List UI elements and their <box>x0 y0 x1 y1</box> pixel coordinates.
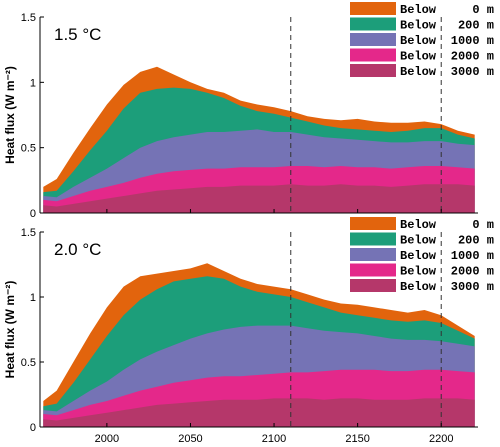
legend-swatch <box>350 33 396 46</box>
legend-swatch <box>350 64 396 77</box>
legend-label: Below <box>400 218 437 232</box>
legend-swatch <box>350 248 396 261</box>
area-below-3000-m <box>43 398 475 427</box>
legend-swatch <box>350 48 396 62</box>
legend-depth: 1000 m <box>451 249 494 263</box>
legend-label: Below <box>400 50 437 64</box>
panel-label: 2.0 °C <box>54 240 101 259</box>
legend-swatch <box>350 279 396 292</box>
y-tick-label: 1.5 <box>21 227 36 239</box>
legend-depth: 1000 m <box>451 34 494 48</box>
y-tick-label: 0 <box>30 208 36 220</box>
y-axis-label: Heat flux (W m⁻²) <box>3 281 17 379</box>
legend-swatch <box>350 232 396 246</box>
y-tick-label: 0.5 <box>21 143 36 155</box>
legend-label: Below <box>400 3 437 17</box>
legend-depth: 2000 m <box>451 50 494 64</box>
y-axis-label: Heat flux (W m⁻²) <box>3 66 17 164</box>
y-tick-label: 1.5 <box>21 12 36 24</box>
area-below-3000-m <box>43 184 475 213</box>
x-tick-label: 2150 <box>345 433 369 445</box>
panel-label: 1.5 °C <box>54 25 101 44</box>
legend-depth: 2000 m <box>451 265 494 279</box>
legend-label: Below <box>400 34 437 48</box>
legend-label: Below <box>400 65 437 79</box>
legend-depth: 3000 m <box>451 280 494 294</box>
legend-depth: 0 m <box>472 3 494 17</box>
y-tick-label: 0 <box>30 422 36 434</box>
legend-label: Below <box>400 19 437 33</box>
y-tick-label: 1 <box>30 292 36 304</box>
legend-label: Below <box>400 265 437 279</box>
legend-swatch <box>350 217 396 230</box>
y-tick-label: 1 <box>30 77 36 89</box>
legend-depth: 200 m <box>458 234 494 248</box>
panel-1p5C: 0 0.5 1 1.5 Heat flux (W m⁻²) 1.5 °C Below 0 m B… <box>3 2 494 220</box>
legend-swatch <box>350 263 396 277</box>
legend-swatch <box>350 2 396 15</box>
legend-label: Below <box>400 234 437 248</box>
x-tick-label: 2200 <box>429 433 453 445</box>
legend-label: Below <box>400 249 437 263</box>
legend-depth: 3000 m <box>451 65 494 79</box>
shared-x-axis: 2000 2050 2100 2150 2200 <box>95 433 454 445</box>
x-tick-label: 2100 <box>262 433 286 445</box>
legend-label: Below <box>400 280 437 294</box>
legend-swatch <box>350 17 396 31</box>
x-tick-label: 2000 <box>95 433 119 445</box>
legend-depth: 0 m <box>472 218 494 232</box>
legend-depth: 200 m <box>458 19 494 33</box>
x-tick-label: 2050 <box>178 433 202 445</box>
panel-2p0C: 0 0.5 1 1.5 Heat flux (W m⁻²) 2.0 °C Below 0 m B… <box>3 217 494 434</box>
y-tick-label: 0.5 <box>21 357 36 369</box>
